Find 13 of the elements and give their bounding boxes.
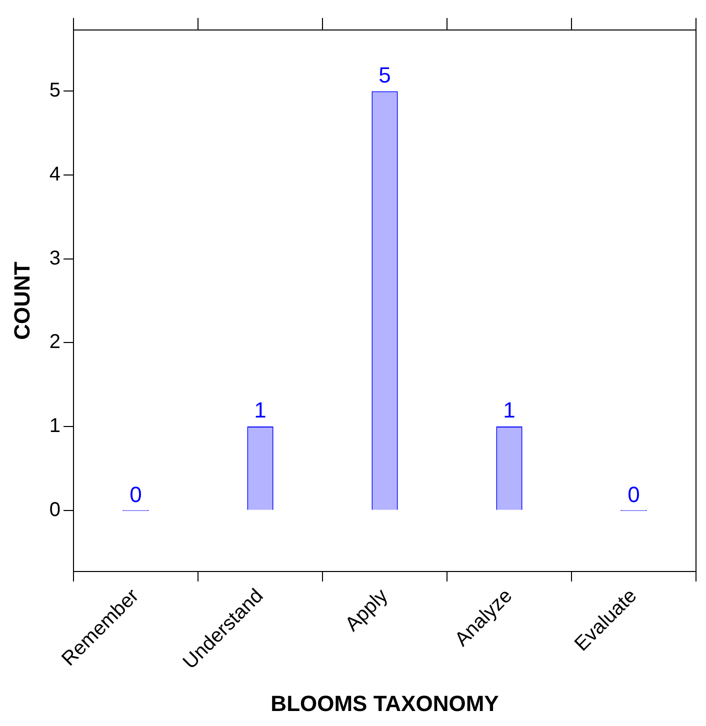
y-tick-label: 3 — [49, 247, 61, 270]
y-axis-title: COUNT — [9, 261, 34, 340]
data-label: 0 — [130, 482, 142, 507]
y-tick-label: 0 — [49, 498, 61, 521]
data-label: 1 — [503, 398, 516, 423]
x-axis-title: BLOOMS TAXONOMY — [270, 690, 500, 716]
y-tick-label: 2 — [49, 331, 61, 354]
data-label: 1 — [254, 398, 266, 423]
y-tick-label: 1 — [49, 415, 61, 438]
data-label: 0 — [628, 482, 640, 507]
y-tick-label: 4 — [49, 164, 61, 186]
y-tick-label: 5 — [49, 80, 61, 102]
data-label: 5 — [378, 62, 391, 88]
